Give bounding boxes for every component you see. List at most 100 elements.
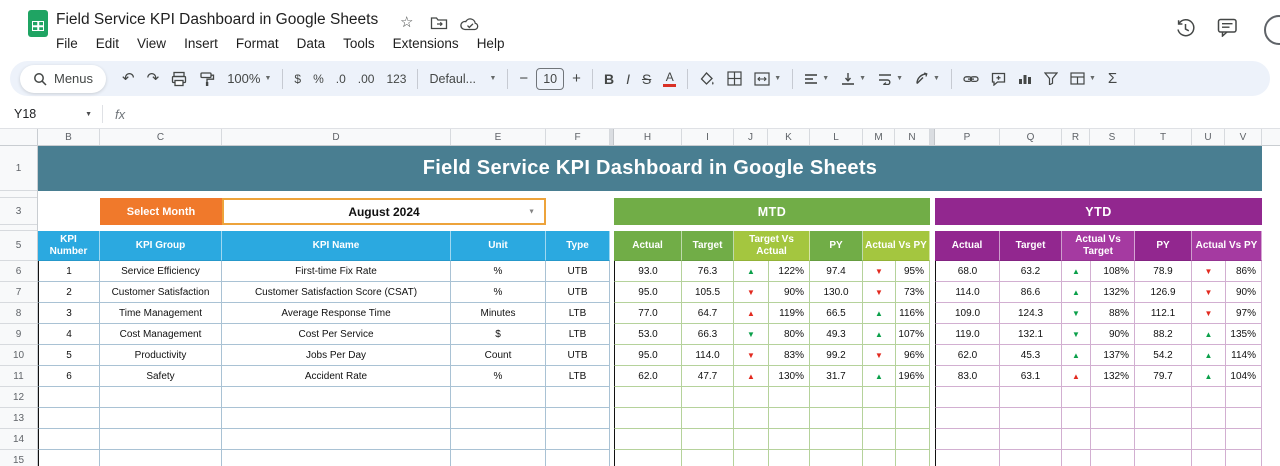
cell-kpi-name[interactable] [222, 450, 451, 466]
cell-mtd-py[interactable] [810, 429, 863, 450]
cell-unit[interactable]: $ [451, 324, 546, 345]
header-ytd-actual-vs-py[interactable]: Actual Vs PY [1192, 231, 1262, 261]
cell-ytd-target[interactable] [1000, 387, 1062, 408]
menu-extensions[interactable]: Extensions [392, 36, 459, 51]
bold-button[interactable]: B [598, 66, 620, 92]
cell-unit[interactable]: Minutes [451, 303, 546, 324]
open-comments-icon[interactable] [1217, 18, 1238, 37]
cell-mtd-py[interactable]: 97.4 [810, 261, 863, 282]
header-ytd-actual-vs-target[interactable]: Actual Vs Target [1062, 231, 1135, 261]
dashboard-title-banner[interactable]: Field Service KPI Dashboard in Google Sh… [38, 146, 1262, 191]
cell-mtd-target-vs-actual[interactable]: ▼ 83% [734, 345, 810, 366]
cell-mtd-target-vs-actual[interactable]: ▼ 90% [734, 282, 810, 303]
paint-format-button[interactable] [193, 66, 221, 92]
header-mtd-actual-vs-py[interactable]: Actual Vs PY [863, 231, 930, 261]
cell-ytd-actual[interactable]: 109.0 [935, 303, 1000, 324]
cell-mtd-actual[interactable]: 93.0 [614, 261, 682, 282]
cell-kpi-number[interactable]: 5 [38, 345, 100, 366]
row-header-9[interactable]: 9 [0, 324, 37, 345]
cell-kpi-name[interactable]: Customer Satisfaction Score (CSAT) [222, 282, 451, 303]
cell-mtd-py[interactable]: 66.5 [810, 303, 863, 324]
column-header-P[interactable]: P [935, 129, 1000, 145]
cell-ytd-actual-vs-py[interactable] [1192, 387, 1262, 408]
menu-format[interactable]: Format [235, 36, 279, 51]
cell-kpi-number[interactable]: 1 [38, 261, 100, 282]
cell-ytd-target[interactable] [1000, 408, 1062, 429]
insert-chart-button[interactable] [1012, 66, 1038, 92]
increase-decimal-button[interactable]: .00 [352, 66, 381, 92]
header-kpi-group[interactable]: KPI Group [100, 231, 222, 261]
cell-mtd-target[interactable] [682, 450, 734, 466]
column-header-K[interactable]: K [768, 129, 810, 145]
cell-mtd-target[interactable] [682, 387, 734, 408]
cell-mtd-py[interactable]: 31.7 [810, 366, 863, 387]
account-avatar[interactable] [1264, 15, 1280, 45]
header-mtd-target-vs-actual[interactable]: Target Vs Actual [734, 231, 810, 261]
cell-mtd-target-vs-actual[interactable]: ▲ 122% [734, 261, 810, 282]
cell-mtd-actual-vs-py[interactable] [863, 429, 930, 450]
cell-ytd-py[interactable]: 78.9 [1135, 261, 1192, 282]
cell-ytd-py[interactable] [1135, 450, 1192, 466]
cell-mtd-py[interactable]: 99.2 [810, 345, 863, 366]
cell-ytd-py[interactable]: 54.2 [1135, 345, 1192, 366]
cell-unit[interactable]: % [451, 366, 546, 387]
row-header-15[interactable]: 15 [0, 450, 37, 466]
menu-tools[interactable]: Tools [343, 36, 375, 51]
zoom-select[interactable]: 100% ▼ [221, 66, 277, 92]
select-all-corner[interactable] [0, 129, 38, 146]
cell-mtd-actual-vs-py[interactable]: ▲ 196% [863, 366, 930, 387]
cell-mtd-actual[interactable] [614, 429, 682, 450]
cell-mtd-target-vs-actual[interactable] [734, 450, 810, 466]
cell-mtd-actual-vs-py[interactable] [863, 450, 930, 466]
cell-ytd-actual[interactable]: 83.0 [935, 366, 1000, 387]
cell-type[interactable]: LTB [546, 366, 610, 387]
header-ytd-target[interactable]: Target [1000, 231, 1062, 261]
row-header-10[interactable]: 10 [0, 345, 37, 366]
cell-ytd-actual-vs-target[interactable]: ▼ 90% [1062, 324, 1135, 345]
cell-type[interactable]: UTB [546, 282, 610, 303]
increase-font-size-button[interactable]: + [566, 66, 587, 92]
row-header-14[interactable]: 14 [0, 429, 37, 450]
cell-mtd-actual[interactable]: 53.0 [614, 324, 682, 345]
cell-ytd-py[interactable]: 79.7 [1135, 366, 1192, 387]
cell-type[interactable]: UTB [546, 261, 610, 282]
cell-mtd-actual-vs-py[interactable]: ▼ 95% [863, 261, 930, 282]
fill-color-button[interactable] [693, 66, 721, 92]
cell-kpi-number[interactable]: 3 [38, 303, 100, 324]
cell-kpi-group[interactable]: Time Management [100, 303, 222, 324]
cell-mtd-actual-vs-py[interactable] [863, 387, 930, 408]
cell-ytd-actual[interactable]: 119.0 [935, 324, 1000, 345]
cell-mtd-target-vs-actual[interactable]: ▲ 130% [734, 366, 810, 387]
cell-ytd-actual[interactable] [935, 387, 1000, 408]
cell-kpi-group[interactable] [100, 408, 222, 429]
cell-mtd-actual[interactable] [614, 450, 682, 466]
cell-ytd-actual-vs-py[interactable] [1192, 429, 1262, 450]
header-kpi-number[interactable]: KPI Number [38, 231, 100, 261]
cell-mtd-target[interactable]: 105.5 [682, 282, 734, 303]
column-header-H[interactable]: H [614, 129, 682, 145]
column-header-M[interactable]: M [863, 129, 895, 145]
cell-kpi-number[interactable]: 2 [38, 282, 100, 303]
cell-mtd-actual[interactable]: 95.0 [614, 345, 682, 366]
select-month-label[interactable]: Select Month [100, 198, 222, 225]
cell-mtd-target-vs-actual[interactable]: ▲ 119% [734, 303, 810, 324]
row-header-12[interactable]: 12 [0, 387, 37, 408]
cell-kpi-group[interactable] [100, 387, 222, 408]
cell-mtd-target-vs-actual[interactable] [734, 429, 810, 450]
cell-mtd-actual[interactable] [614, 387, 682, 408]
row-header-5[interactable]: 5 [0, 231, 37, 261]
italic-button[interactable]: I [620, 66, 636, 92]
mtd-section-header[interactable]: MTD [614, 198, 930, 225]
cell-ytd-target[interactable]: 86.6 [1000, 282, 1062, 303]
header-mtd-py[interactable]: PY [810, 231, 863, 261]
cell-ytd-actual[interactable]: 62.0 [935, 345, 1000, 366]
column-header-S[interactable]: S [1090, 129, 1135, 145]
cell-type[interactable] [546, 387, 610, 408]
cell-ytd-actual[interactable]: 114.0 [935, 282, 1000, 303]
cell-unit[interactable] [451, 387, 546, 408]
cell-ytd-py[interactable]: 112.1 [1135, 303, 1192, 324]
menu-data[interactable]: Data [296, 36, 326, 51]
cell-mtd-py[interactable] [810, 408, 863, 429]
cloud-saved-icon[interactable] [460, 17, 480, 31]
cell-kpi-number[interactable] [38, 429, 100, 450]
